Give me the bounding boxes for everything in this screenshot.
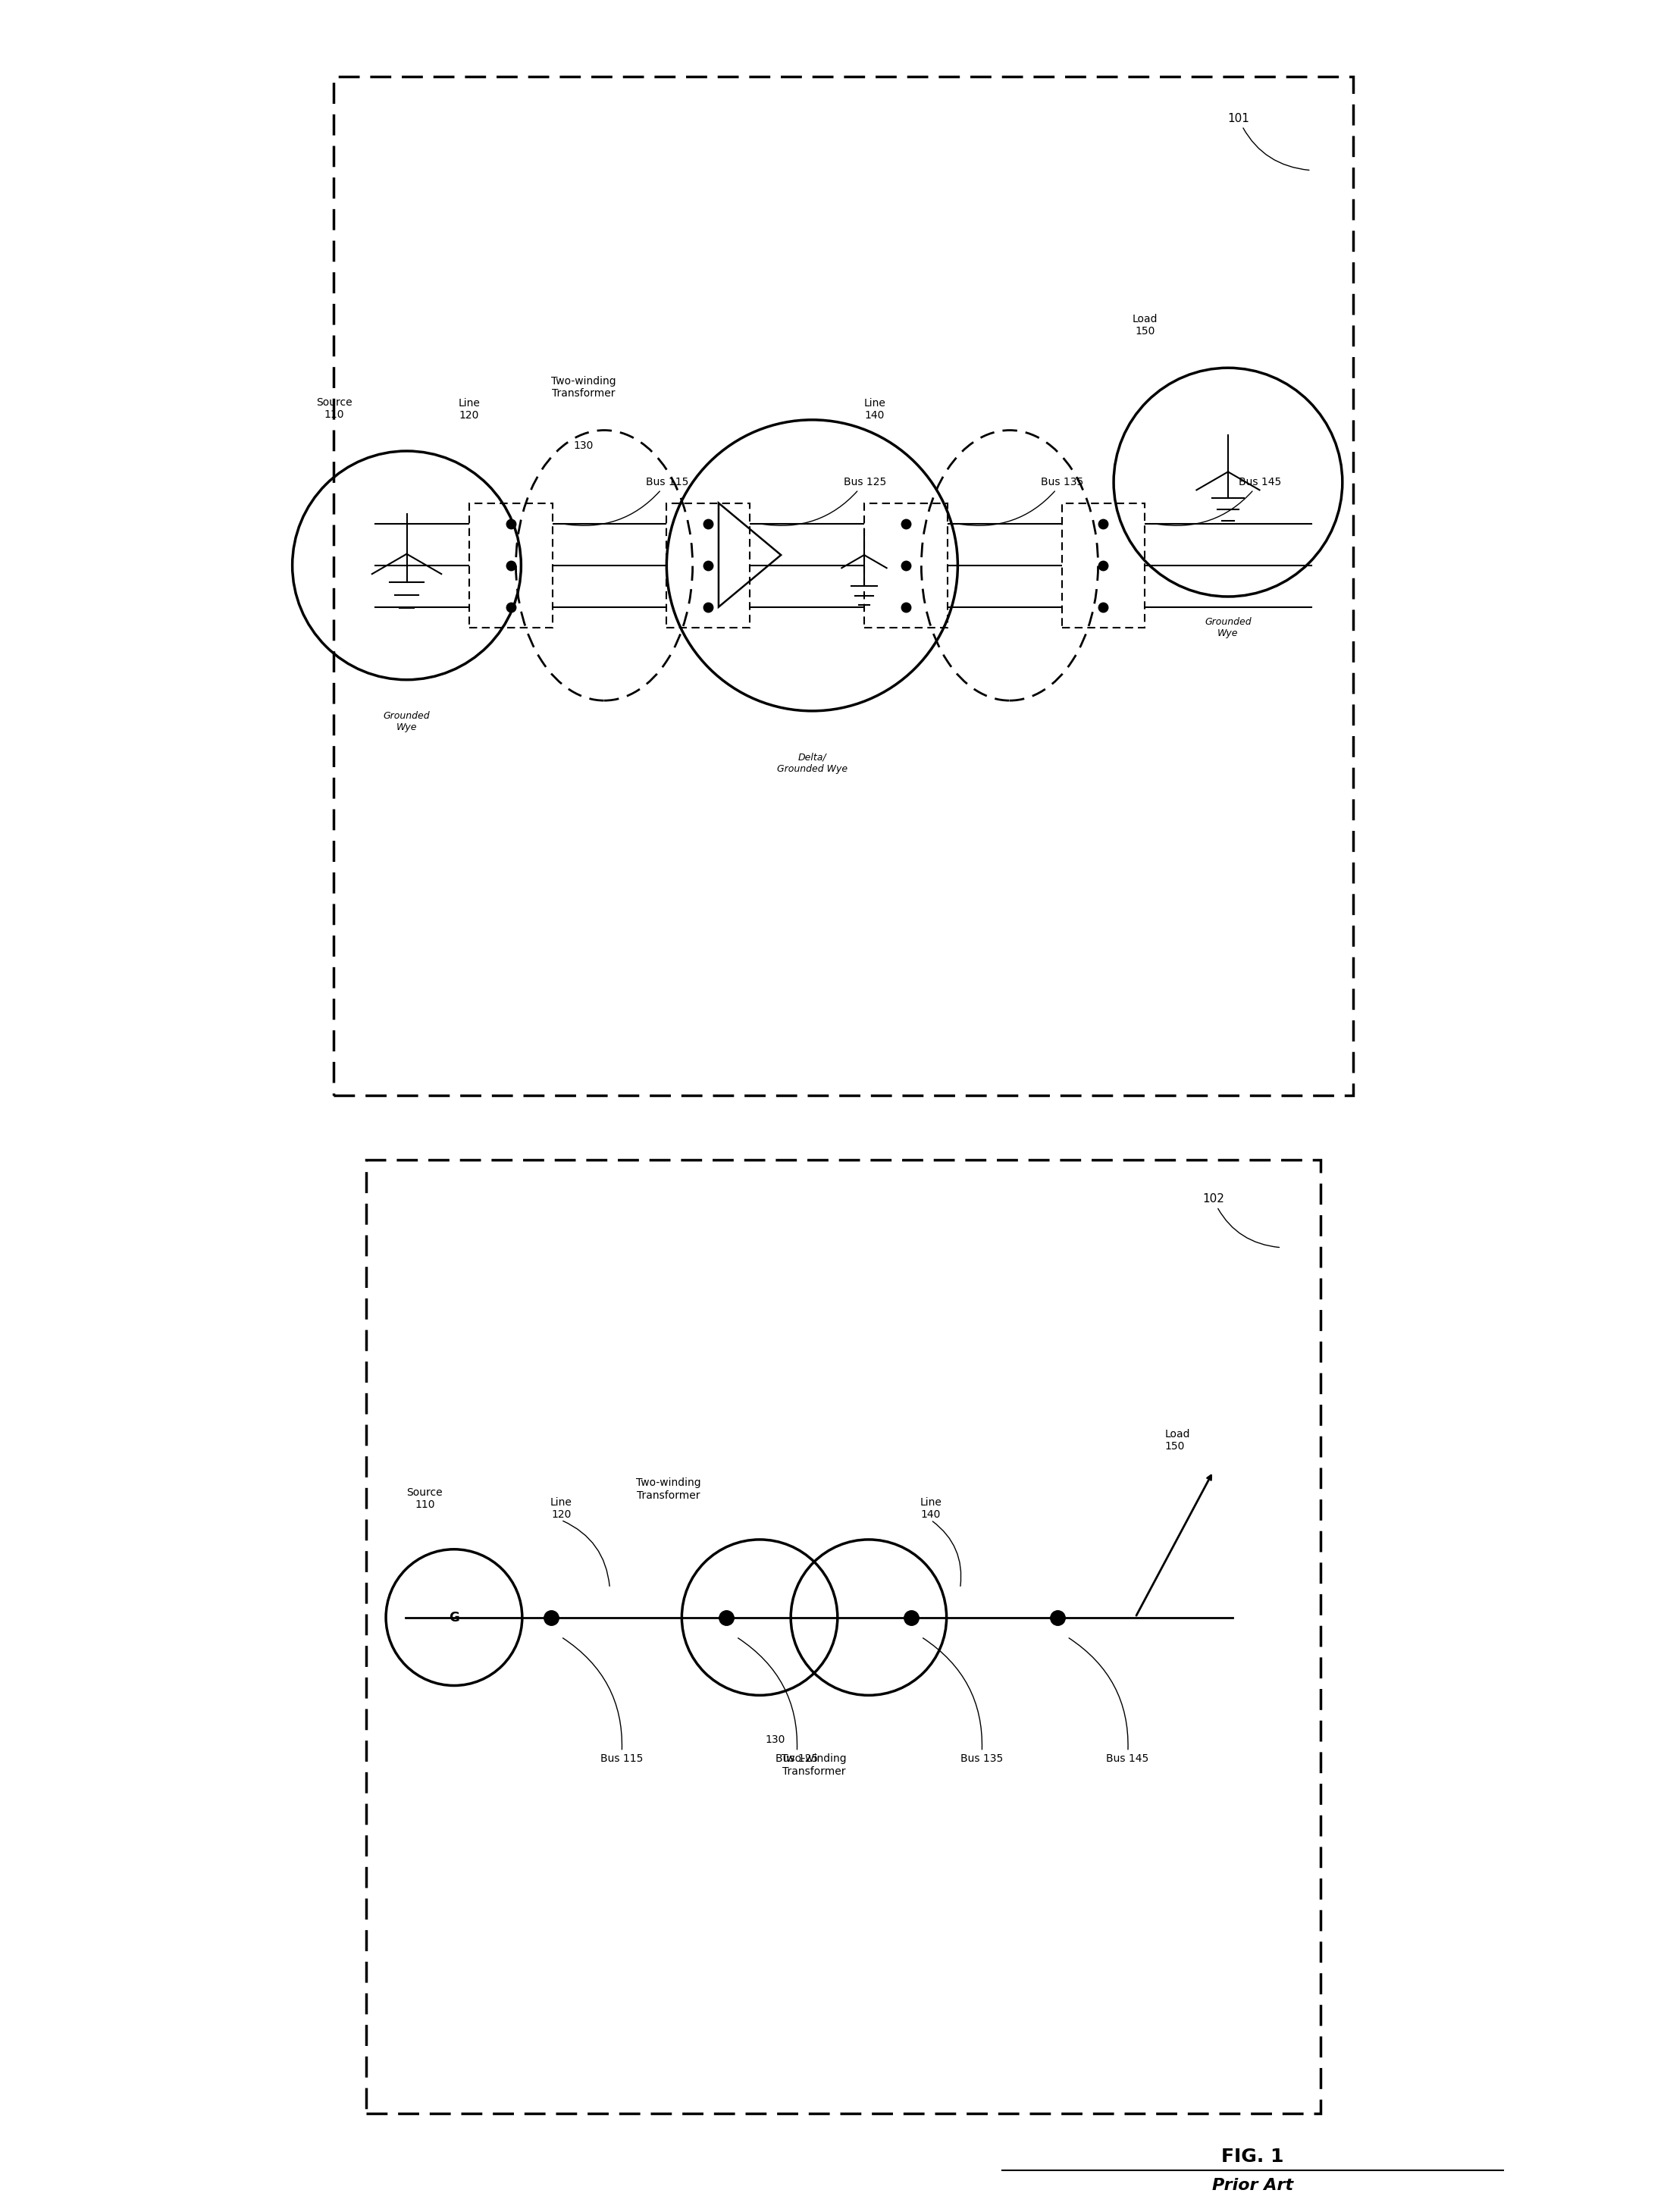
- Text: Load
150: Load 150: [1164, 1429, 1191, 1451]
- Bar: [366, 1159, 1321, 2115]
- Bar: [1062, 502, 1146, 628]
- Text: Two-winding
Transformer: Two-winding Transformer: [636, 1478, 701, 1500]
- Text: 130: 130: [765, 1734, 785, 1745]
- Text: Bus 125: Bus 125: [762, 478, 887, 526]
- Text: G: G: [449, 1610, 459, 1624]
- Text: Bus 135: Bus 135: [924, 1639, 1002, 1765]
- Bar: [666, 502, 750, 628]
- Text: 130: 130: [573, 440, 593, 451]
- Text: Bus 125: Bus 125: [738, 1639, 818, 1765]
- Bar: [863, 502, 947, 628]
- Text: Delta/
Grounded Wye: Delta/ Grounded Wye: [777, 752, 847, 774]
- Text: Source
110: Source 110: [316, 396, 352, 420]
- Text: Two-winding
Transformer: Two-winding Transformer: [551, 376, 616, 398]
- Text: Bus 145: Bus 145: [1069, 1639, 1149, 1765]
- Text: 101: 101: [1227, 113, 1309, 170]
- Text: Bus 135: Bus 135: [960, 478, 1084, 526]
- Text: Bus 115: Bus 115: [564, 478, 688, 526]
- Text: Grounded
Wye: Grounded Wye: [384, 710, 431, 732]
- Text: Two-winding
Transformer: Two-winding Transformer: [782, 1754, 847, 1776]
- Text: Prior Art: Prior Art: [1212, 2179, 1293, 2192]
- Text: Line
120: Line 120: [458, 398, 479, 420]
- Text: Line
120: Line 120: [549, 1498, 573, 1520]
- Text: Line
140: Line 140: [920, 1498, 942, 1520]
- Bar: [469, 502, 553, 628]
- Text: Bus 115: Bus 115: [563, 1639, 643, 1765]
- Text: Source
110: Source 110: [407, 1486, 443, 1511]
- Text: Bus 145: Bus 145: [1157, 478, 1281, 526]
- Text: Line
140: Line 140: [863, 398, 885, 420]
- Bar: [334, 77, 1353, 1095]
- Text: 102: 102: [1202, 1192, 1279, 1248]
- Text: FIG. 1: FIG. 1: [1221, 2148, 1284, 2166]
- Text: Load
150: Load 150: [1132, 314, 1157, 336]
- Text: Grounded
Wye: Grounded Wye: [1204, 617, 1251, 639]
